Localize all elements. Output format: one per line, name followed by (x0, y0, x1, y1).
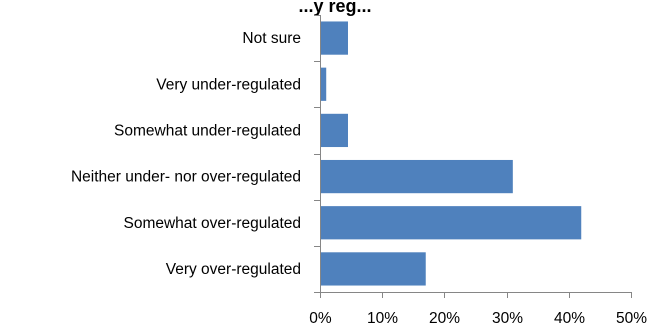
x-tick-label: 20% (429, 310, 460, 327)
bars-group (320, 21, 582, 286)
category-label: Very over-regulated (166, 261, 301, 278)
x-tick-labels: 0% 10% 20% 30% 40% 50% (309, 310, 647, 327)
bar (320, 113, 348, 148)
bar (320, 159, 513, 194)
category-label: Not sure (242, 30, 301, 47)
category-label: Somewhat over-regulated (124, 215, 302, 232)
x-tick-label: 40% (554, 310, 585, 327)
chart-title: ...y reg... (298, 0, 371, 16)
bar (320, 67, 327, 101)
x-tick-label: 10% (367, 310, 398, 327)
x-tick-label: 0% (309, 310, 332, 327)
bar (320, 21, 348, 55)
category-label: Neither under- nor over-regulated (71, 169, 301, 186)
x-tick-label: 30% (492, 310, 523, 327)
bar (320, 252, 426, 286)
category-labels: Not sure Very under-regulated Somewhat und… (71, 30, 301, 278)
category-label: Somewhat under-regulated (114, 122, 301, 139)
x-tick-label: 50% (616, 310, 647, 327)
category-label: Very under-regulated (156, 76, 301, 93)
axes-group (314, 15, 632, 298)
bar (320, 206, 582, 240)
